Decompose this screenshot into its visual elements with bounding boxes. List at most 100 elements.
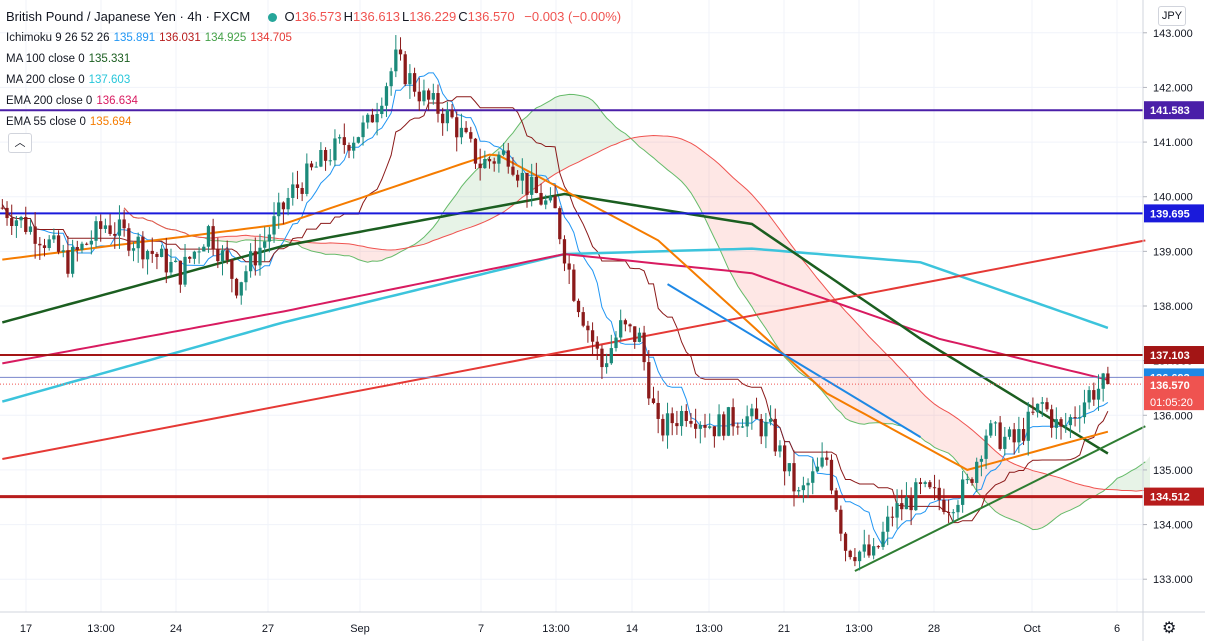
x-tick-label: 24 xyxy=(170,623,182,635)
candle-body xyxy=(923,482,927,484)
candle-body xyxy=(595,341,599,349)
indicator-value: 136.031 xyxy=(159,32,201,44)
candle-body xyxy=(708,426,712,428)
candle-body xyxy=(417,91,421,102)
level-price-tag-bg xyxy=(1144,101,1204,120)
indicator-value: 135.891 xyxy=(113,32,156,44)
candle-body xyxy=(909,497,913,511)
candle-body xyxy=(1003,436,1007,449)
candle-body xyxy=(356,137,360,143)
ichimoku-cloud-segment xyxy=(958,418,963,470)
ichimoku-cloud-segment xyxy=(330,242,335,255)
indicator-row[interactable]: EMA 200 close 0 136.634 xyxy=(6,91,625,112)
ichimoku-cloud-segment xyxy=(719,164,724,259)
ichimoku-cloud-segment xyxy=(934,404,940,450)
candle-body xyxy=(450,109,454,118)
candle-body xyxy=(1007,429,1012,437)
candle-body xyxy=(328,160,332,162)
candle-body xyxy=(28,226,33,232)
ichimoku-cloud-segment xyxy=(733,177,738,287)
bar-countdown: 01:05:20 xyxy=(1150,397,1193,409)
candle-body xyxy=(244,271,248,283)
candle-body xyxy=(511,166,515,175)
symbol-title[interactable]: British Pound / Japanese Yen · 4h · FXCM xyxy=(6,9,251,24)
candle-body xyxy=(1106,373,1110,385)
ichimoku-cloud-segment xyxy=(573,94,579,165)
candle-body xyxy=(99,221,103,229)
candle-body xyxy=(970,479,974,483)
candle-body xyxy=(993,422,998,424)
ichimoku-cloud-segment xyxy=(920,391,926,442)
candle-body xyxy=(319,150,323,167)
ichimoku-cloud-segment xyxy=(648,135,654,158)
candle-body xyxy=(1092,390,1096,400)
candle-body xyxy=(726,407,731,436)
candle-body xyxy=(740,426,745,428)
candle-body xyxy=(164,248,168,273)
indicator-row[interactable]: MA 100 close 0 135.331 xyxy=(6,49,625,70)
ichimoku-cloud-segment xyxy=(316,243,321,253)
candle-body xyxy=(848,550,852,558)
ichimoku-cloud-segment xyxy=(915,385,921,438)
candle-body xyxy=(797,490,801,492)
currency-button[interactable]: JPY xyxy=(1158,6,1186,26)
candle-body xyxy=(272,216,276,235)
candle-body xyxy=(145,250,150,260)
collapse-legend-button[interactable]: ︿ xyxy=(8,133,32,153)
candle-body xyxy=(876,546,880,548)
ichimoku-cloud-segment xyxy=(1000,454,1005,517)
ichimoku-cloud-segment xyxy=(620,130,626,142)
ichimoku-cloud-segment xyxy=(559,95,565,172)
ichimoku-cloud-segment xyxy=(428,227,434,243)
y-tick-label: 133.000 xyxy=(1153,574,1193,586)
indicator-row[interactable]: EMA 55 close 0 135.694 xyxy=(6,112,625,133)
ichimoku-cloud-segment xyxy=(419,237,424,246)
candle-body xyxy=(867,544,871,556)
trendline[interactable] xyxy=(854,425,1146,572)
candle-body xyxy=(670,413,674,424)
ichimoku-cloud-segment xyxy=(569,94,574,167)
candle-body xyxy=(183,256,187,285)
candle-body xyxy=(567,263,571,270)
candle-body xyxy=(211,226,215,250)
ichimoku-cloud-segment xyxy=(728,173,734,278)
ichimoku-cloud-segment xyxy=(1051,475,1057,522)
ichimoku-cloud-segment xyxy=(302,242,307,250)
ohlc-values: O136.573 H136.613 L136.229 C136.570 xyxy=(285,9,517,24)
level-price-tag-bg xyxy=(1144,204,1204,223)
candle-body xyxy=(586,325,590,331)
ichimoku-cloud-segment xyxy=(1093,488,1099,497)
candle-body xyxy=(394,49,398,72)
candle-body xyxy=(684,410,688,421)
candle-body xyxy=(277,202,281,217)
candle-body xyxy=(323,150,328,161)
ichimoku-cloud-segment xyxy=(634,136,640,147)
candle-body xyxy=(445,109,450,124)
ichimoku-cloud-segment xyxy=(231,236,237,243)
candle-body xyxy=(778,445,782,452)
trendline[interactable] xyxy=(2,239,1146,460)
candle-body xyxy=(389,71,393,87)
indicator-row[interactable]: MA 200 close 0 137.603 xyxy=(6,70,625,91)
candle-body xyxy=(122,219,126,229)
gear-icon[interactable]: ⚙ xyxy=(1162,620,1177,637)
candle-body xyxy=(811,471,815,483)
x-tick-label: 13:00 xyxy=(695,623,723,635)
ichimoku-cloud-segment xyxy=(550,97,556,178)
ichimoku-cloud-segment xyxy=(601,112,607,151)
indicator-row[interactable]: Ichimoku 9 26 52 26 135.891 136.031 134.925… xyxy=(6,28,625,49)
candle-body xyxy=(665,413,670,436)
candle-body xyxy=(113,233,117,236)
candle-body xyxy=(839,509,843,534)
candle-body xyxy=(1068,417,1073,426)
candle-body xyxy=(375,114,379,123)
ichimoku-cloud-segment xyxy=(250,235,256,241)
indicator-label: MA 200 close 0 xyxy=(6,74,85,86)
ichimoku-cloud-segment xyxy=(873,341,879,423)
ichimoku-cloud-segment xyxy=(803,260,809,379)
ichimoku-cloud-segment xyxy=(943,410,949,454)
ichimoku-cloud-segment xyxy=(475,166,481,226)
trendline[interactable] xyxy=(667,283,922,438)
candle-body xyxy=(604,363,609,368)
